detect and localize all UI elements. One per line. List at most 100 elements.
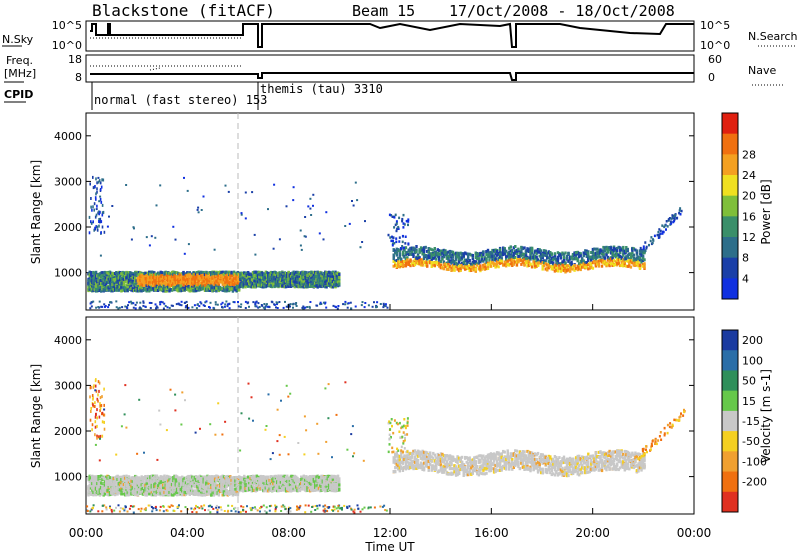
echo-cell: [258, 306, 261, 308]
echo-cell: [584, 249, 587, 253]
echo-cell: [88, 483, 91, 487]
echo-cell: [308, 285, 312, 288]
echo-cell: [200, 281, 203, 285]
echo-cell: [590, 262, 593, 266]
echo-cell: [520, 249, 523, 253]
echo-cell: [215, 274, 218, 277]
echo-cell: [667, 218, 670, 221]
echo-cell: [181, 272, 184, 276]
echo-cell: [257, 271, 260, 275]
echo-cell: [312, 204, 314, 207]
echo-cell: [143, 275, 146, 279]
echo-cell: [541, 254, 544, 258]
echo-cell: [188, 278, 191, 282]
echo-cell: [92, 276, 95, 280]
echo-cell: [303, 235, 306, 238]
echo-cell: [169, 272, 172, 276]
echo-cell: [145, 287, 148, 291]
echo-cell: [574, 255, 578, 259]
freq-tick-top: 18: [68, 53, 82, 66]
echo-cell: [606, 246, 610, 250]
echo-cell: [642, 245, 645, 248]
echo-cell: [669, 220, 672, 223]
echo-cell: [435, 261, 438, 265]
echo-cell: [193, 304, 196, 307]
echo-cell: [336, 271, 340, 275]
echo-cell: [632, 263, 636, 267]
echo-cell: [177, 289, 180, 293]
nsearch-label: N.Search: [748, 30, 798, 43]
echo-cell: [401, 217, 404, 221]
echo-cell: [388, 213, 391, 217]
echo-cell: [99, 195, 102, 198]
echo-cell: [148, 270, 151, 274]
echo-cell: [442, 255, 446, 259]
echo-cell: [245, 282, 248, 286]
echo-cell: [579, 268, 582, 272]
echo-cell: [184, 306, 187, 309]
echo-cell: [576, 259, 579, 263]
echo-cell: [260, 285, 264, 289]
echo-cell: [550, 260, 553, 264]
echo-cell: [467, 260, 470, 264]
echo-cell: [160, 276, 164, 280]
echo-cell: [305, 280, 308, 284]
echo-cell: [289, 281, 293, 285]
echo-cell: [177, 271, 180, 275]
echo-cell: [97, 180, 100, 184]
echo-cell: [454, 255, 458, 259]
echo-cell: [486, 248, 490, 252]
echo-cell: [535, 259, 538, 263]
echo-cell: [665, 228, 667, 231]
echo-cell: [217, 283, 221, 287]
echo-cell: [412, 253, 415, 256]
echo-cell: [259, 271, 262, 275]
echo-cell: [145, 277, 148, 280]
echo-cell: [576, 268, 579, 272]
echo-cell: [225, 289, 228, 293]
echo-cell: [184, 285, 188, 289]
echo-cell: [312, 193, 315, 196]
echo-cell: [124, 289, 127, 293]
echo-cell: [591, 251, 595, 255]
echo-cell: [561, 260, 564, 264]
echo-cell: [505, 255, 508, 259]
echo-cell: [471, 257, 474, 261]
echo-cell: [354, 305, 357, 308]
echo-cell: [617, 256, 620, 260]
echo-cell: [223, 305, 226, 308]
echo-cell: [553, 269, 557, 273]
echo-cell: [582, 254, 585, 258]
echo-cell: [454, 265, 458, 269]
echo-cell: [303, 272, 307, 276]
echo-cell: [156, 278, 160, 282]
echo-cell: [360, 304, 363, 307]
echo-cell: [179, 280, 183, 284]
echo-cell: [454, 251, 458, 255]
echo-cell: [626, 264, 629, 268]
echo-cell: [599, 248, 602, 252]
echo-cell: [100, 220, 103, 224]
echo-cell: [599, 250, 602, 254]
echo-cell: [635, 258, 639, 262]
echo-cell: [632, 253, 636, 257]
echo-cell: [486, 267, 490, 270]
echo-cell: [215, 284, 218, 288]
echo-cell: [236, 280, 240, 283]
echo-cell: [642, 247, 645, 251]
echo-cell: [93, 491, 96, 495]
echo-cell: [402, 226, 405, 229]
echo-cell: [175, 284, 179, 288]
echo-cell: [88, 272, 91, 276]
echo-cell: [289, 272, 293, 276]
echo-cell: [439, 260, 443, 263]
echo-cell: [124, 271, 127, 275]
echo-cell: [666, 225, 669, 228]
echo-cell: [538, 259, 541, 263]
echo-cell: [125, 306, 128, 309]
echo-cell: [497, 252, 500, 256]
echo-cell: [382, 306, 385, 309]
nave-tick-bottom: 0: [708, 71, 715, 84]
echo-cell: [450, 269, 453, 272]
echo-cell: [189, 283, 193, 287]
